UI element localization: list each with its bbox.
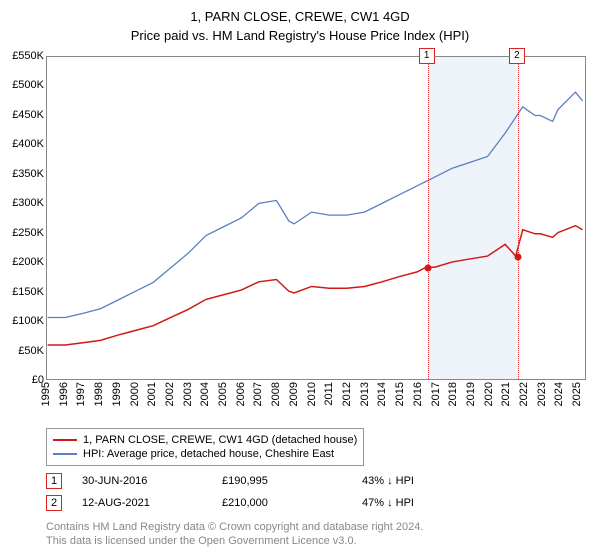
chart-subtitle: Price paid vs. HM Land Registry's House … [0, 26, 600, 43]
chart-title: 1, PARN CLOSE, CREWE, CW1 4GD [0, 0, 600, 26]
x-tick-label: 2022 [518, 382, 530, 406]
y-tick-label: £350K [12, 168, 44, 180]
x-tick-label: 1998 [93, 382, 105, 406]
x-tick-label: 1999 [111, 382, 123, 406]
x-tick-label: 2014 [376, 382, 388, 406]
event-price: £210,000 [222, 497, 362, 509]
event-line [428, 57, 429, 379]
footnote-line1: Contains HM Land Registry data © Crown c… [46, 520, 423, 534]
event-label: 2 [509, 48, 525, 64]
event-number: 2 [46, 495, 62, 511]
x-tick-label: 2018 [447, 382, 459, 406]
x-tick-label: 2007 [252, 382, 264, 406]
legend: 1, PARN CLOSE, CREWE, CW1 4GD (detached … [46, 428, 364, 466]
x-tick-label: 1997 [75, 382, 87, 406]
price-marker [424, 265, 431, 272]
x-tick-label: 2001 [146, 382, 158, 406]
x-tick-label: 2020 [483, 382, 495, 406]
series-hpi [48, 92, 583, 317]
event-number: 1 [46, 473, 62, 489]
x-tick-label: 2005 [217, 382, 229, 406]
x-tick-label: 1995 [40, 382, 52, 406]
x-tick-label: 2010 [306, 382, 318, 406]
footnote: Contains HM Land Registry data © Crown c… [46, 520, 423, 549]
line-chart-svg [47, 57, 585, 379]
footnote-line2: This data is licensed under the Open Gov… [46, 534, 423, 548]
x-tick-label: 2006 [235, 382, 247, 406]
y-tick-label: £200K [12, 256, 44, 268]
event-row: 1 30-JUN-2016£190,99543% ↓ HPI [46, 470, 502, 492]
x-tick-label: 2003 [182, 382, 194, 406]
legend-label: 1, PARN CLOSE, CREWE, CW1 4GD (detached … [83, 434, 357, 446]
x-tick-label: 2002 [164, 382, 176, 406]
y-tick-label: £400K [12, 138, 44, 150]
legend-item: 1, PARN CLOSE, CREWE, CW1 4GD (detached … [53, 433, 357, 447]
event-date: 12-AUG-2021 [82, 497, 222, 509]
event-date: 30-JUN-2016 [82, 475, 222, 487]
legend-label: HPI: Average price, detached house, Ches… [83, 448, 334, 460]
x-tick-label: 2019 [465, 382, 477, 406]
x-tick-label: 2016 [412, 382, 424, 406]
events-table: 1 30-JUN-2016£190,99543% ↓ HPI 2 12-AUG-202… [46, 470, 502, 514]
event-pct: 47% ↓ HPI [362, 497, 502, 509]
x-tick-label: 2009 [288, 382, 300, 406]
legend-item: HPI: Average price, detached house, Ches… [53, 447, 357, 461]
legend-swatch [53, 453, 77, 455]
x-tick-label: 2017 [430, 382, 442, 406]
y-tick-label: £250K [12, 227, 44, 239]
event-row: 2 12-AUG-2021£210,00047% ↓ HPI [46, 492, 502, 514]
x-tick-label: 2025 [571, 382, 583, 406]
y-tick-label: £300K [12, 197, 44, 209]
x-tick-label: 1996 [58, 382, 70, 406]
x-tick-label: 2004 [199, 382, 211, 406]
x-tick-label: 2000 [129, 382, 141, 406]
x-tick-label: 2013 [359, 382, 371, 406]
series-price_paid [48, 226, 583, 345]
event-label: 1 [419, 48, 435, 64]
x-tick-label: 2011 [323, 382, 335, 406]
y-tick-label: £100K [12, 315, 44, 327]
plot-area [46, 56, 586, 380]
price-marker [514, 254, 521, 261]
y-tick-label: £450K [12, 109, 44, 121]
y-tick-label: £550K [12, 50, 44, 62]
event-line [518, 57, 519, 379]
x-tick-label: 2008 [270, 382, 282, 406]
legend-swatch [53, 439, 77, 441]
event-pct: 43% ↓ HPI [362, 475, 502, 487]
y-tick-label: £50K [18, 345, 44, 357]
x-tick-label: 2023 [536, 382, 548, 406]
x-tick-label: 2015 [394, 382, 406, 406]
event-price: £190,995 [222, 475, 362, 487]
x-tick-label: 2012 [341, 382, 353, 406]
x-tick-label: 2021 [500, 382, 512, 406]
x-tick-label: 2024 [553, 382, 565, 406]
y-tick-label: £500K [12, 79, 44, 91]
y-tick-label: £150K [12, 286, 44, 298]
